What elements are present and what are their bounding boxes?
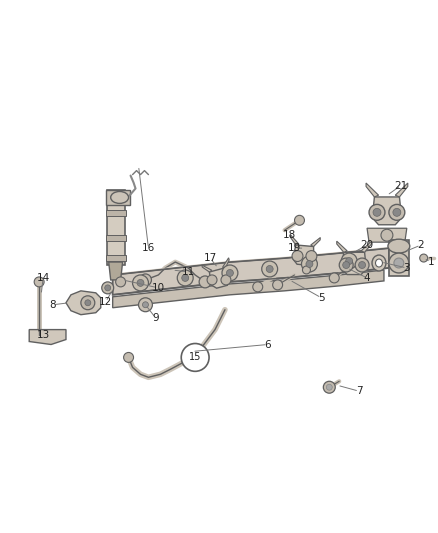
Circle shape (339, 258, 353, 272)
Ellipse shape (111, 191, 129, 204)
Circle shape (34, 277, 44, 287)
Circle shape (394, 258, 404, 268)
Text: 16: 16 (142, 243, 155, 253)
Ellipse shape (372, 255, 386, 271)
Circle shape (292, 251, 303, 262)
Circle shape (181, 343, 209, 372)
Circle shape (393, 208, 401, 216)
Circle shape (133, 275, 148, 291)
Circle shape (373, 208, 381, 216)
Text: 21: 21 (394, 181, 407, 190)
Text: 7: 7 (356, 386, 362, 396)
Circle shape (253, 282, 263, 292)
Text: 13: 13 (36, 329, 50, 340)
Polygon shape (361, 241, 371, 252)
Circle shape (182, 274, 189, 281)
Polygon shape (209, 268, 230, 288)
Circle shape (177, 270, 193, 286)
Circle shape (207, 275, 217, 285)
Circle shape (124, 352, 134, 362)
Circle shape (262, 261, 278, 277)
Text: 9: 9 (152, 313, 159, 322)
Circle shape (326, 384, 332, 390)
Text: 1: 1 (427, 257, 434, 267)
Circle shape (199, 276, 211, 288)
Text: 15: 15 (189, 352, 201, 362)
Circle shape (266, 265, 273, 272)
Circle shape (420, 254, 427, 262)
Ellipse shape (388, 239, 410, 253)
Circle shape (303, 266, 311, 274)
Polygon shape (109, 262, 123, 280)
Polygon shape (311, 238, 320, 247)
Circle shape (140, 274, 152, 286)
Text: 11: 11 (182, 267, 195, 277)
Circle shape (222, 265, 238, 281)
Polygon shape (372, 197, 402, 225)
Polygon shape (293, 245, 314, 265)
Circle shape (369, 204, 385, 220)
Text: 5: 5 (318, 293, 325, 303)
Polygon shape (106, 211, 126, 216)
Polygon shape (367, 228, 407, 242)
Polygon shape (113, 248, 389, 295)
Circle shape (306, 251, 317, 262)
Polygon shape (389, 240, 409, 276)
Text: 3: 3 (403, 263, 410, 273)
Circle shape (359, 262, 366, 269)
Polygon shape (366, 183, 378, 197)
Circle shape (116, 277, 126, 287)
Circle shape (329, 273, 339, 283)
Polygon shape (66, 291, 101, 314)
Circle shape (341, 253, 357, 269)
Text: 4: 4 (364, 273, 371, 283)
Circle shape (294, 215, 304, 225)
Polygon shape (290, 235, 299, 245)
Polygon shape (113, 270, 384, 308)
Polygon shape (106, 190, 130, 205)
Text: 2: 2 (417, 240, 424, 250)
Circle shape (389, 204, 405, 220)
Text: 19: 19 (288, 243, 301, 253)
Text: 18: 18 (283, 230, 296, 240)
Circle shape (381, 229, 393, 241)
Circle shape (306, 261, 313, 268)
Text: 17: 17 (203, 253, 217, 263)
Circle shape (273, 280, 283, 290)
Text: 6: 6 (265, 340, 271, 350)
Circle shape (355, 258, 369, 272)
Polygon shape (223, 258, 229, 268)
Polygon shape (106, 255, 126, 261)
Text: 8: 8 (50, 300, 57, 310)
Circle shape (105, 285, 111, 291)
Circle shape (343, 262, 350, 269)
Ellipse shape (375, 259, 382, 267)
Circle shape (137, 279, 144, 286)
Circle shape (81, 296, 95, 310)
Polygon shape (202, 265, 212, 272)
Polygon shape (29, 329, 66, 344)
Circle shape (221, 275, 231, 285)
Text: 10: 10 (152, 283, 165, 293)
Circle shape (346, 257, 353, 264)
Circle shape (102, 282, 114, 294)
Polygon shape (107, 190, 124, 265)
Circle shape (323, 381, 335, 393)
Text: 20: 20 (360, 240, 374, 250)
Polygon shape (395, 183, 408, 197)
Circle shape (389, 253, 409, 273)
Circle shape (226, 270, 233, 277)
Text: 14: 14 (36, 273, 50, 283)
Polygon shape (342, 252, 366, 274)
Circle shape (138, 298, 152, 312)
Circle shape (301, 256, 318, 272)
Polygon shape (337, 241, 347, 252)
Circle shape (142, 302, 148, 308)
Circle shape (85, 300, 91, 306)
Polygon shape (106, 235, 126, 241)
Text: 12: 12 (99, 297, 113, 307)
